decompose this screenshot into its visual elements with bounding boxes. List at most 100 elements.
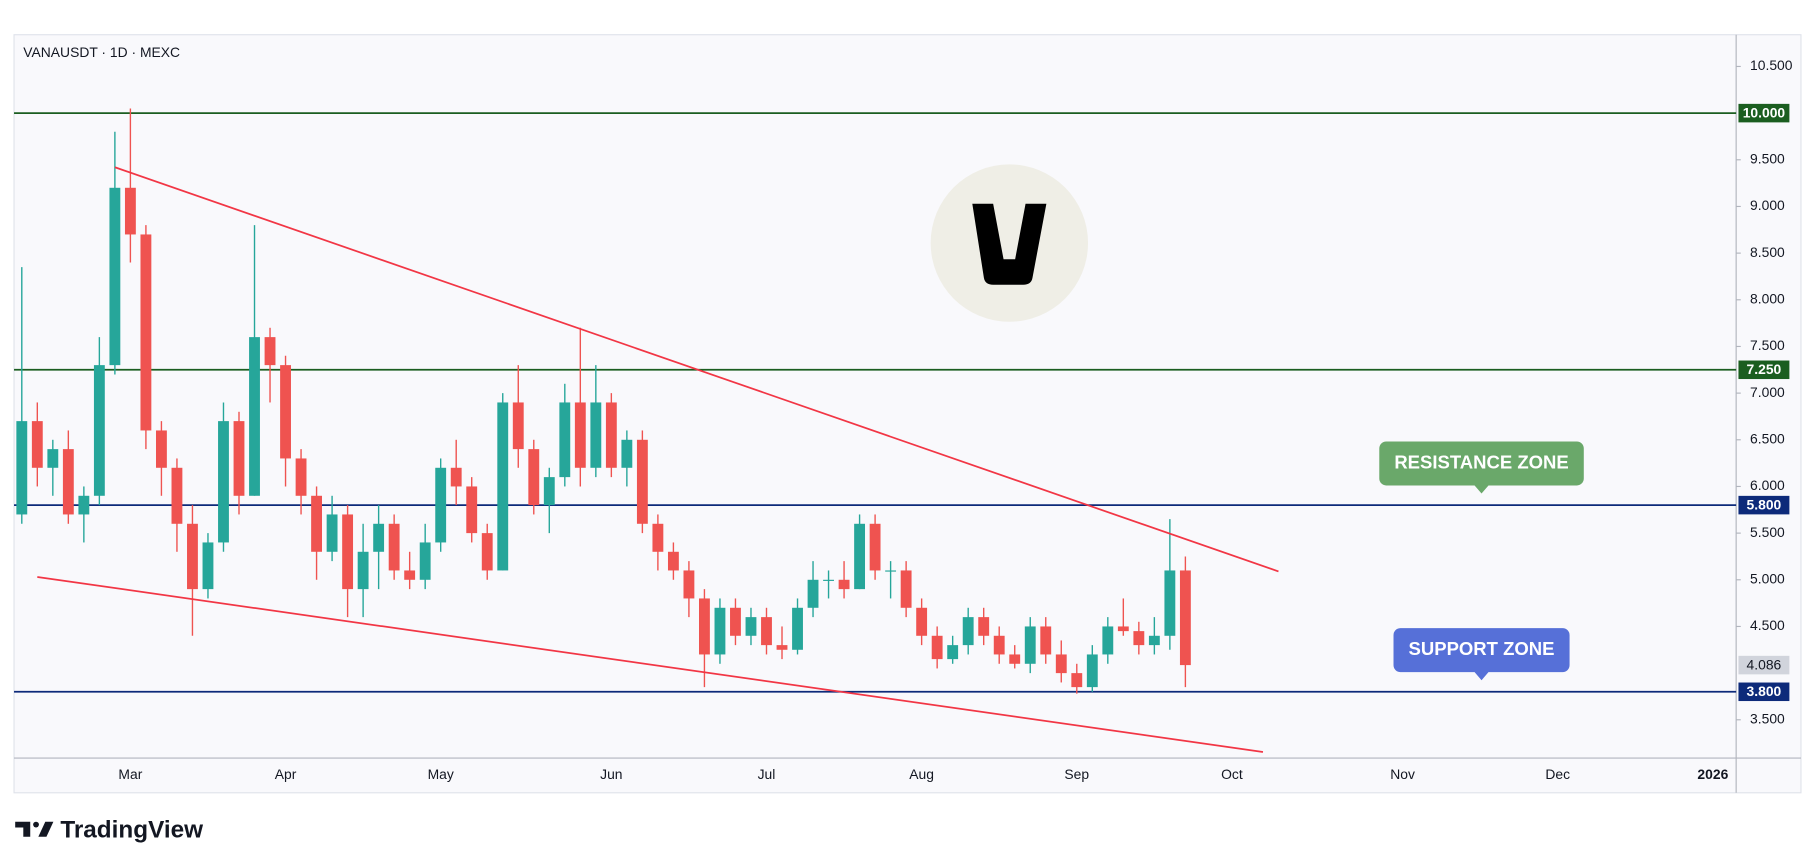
candle-body <box>342 514 354 590</box>
candle-body <box>605 402 617 468</box>
candle-body <box>1102 626 1114 655</box>
annotation-text: SUPPORT ZONE <box>1409 638 1555 659</box>
candle-body <box>124 187 136 235</box>
candle-body <box>574 402 586 468</box>
candle-body <box>1133 631 1145 646</box>
annotation-box <box>1393 628 1570 681</box>
y-tick-label: 8.000 <box>1750 290 1785 306</box>
candle-body <box>869 523 881 571</box>
level-label-box <box>1738 360 1790 380</box>
candle-body <box>636 439 648 524</box>
candle-body <box>435 467 447 543</box>
candle-body <box>93 365 105 496</box>
annotation: SUPPORT ZONE <box>1393 628 1570 681</box>
candle-body <box>187 523 198 590</box>
candle-body <box>823 579 834 581</box>
x-tick-label: Jul <box>758 766 776 782</box>
trendline <box>37 576 1264 753</box>
candle-body <box>497 402 509 571</box>
brand-name: TradingView <box>60 816 203 843</box>
candle-body <box>528 449 540 506</box>
candle-body <box>419 542 431 580</box>
coin-logo <box>930 164 1089 322</box>
y-tick-label: 4.500 <box>1750 617 1785 633</box>
x-tick-label: Jun <box>600 766 622 782</box>
candle-body <box>885 570 897 572</box>
candle-body <box>714 607 726 655</box>
candle-body <box>373 523 385 552</box>
level-label: 5.800 <box>1747 496 1782 512</box>
level-label: 7.250 <box>1747 361 1782 377</box>
y-tick-label: 6.000 <box>1750 477 1785 493</box>
annotation: RESISTANCE ZONE <box>1379 441 1584 494</box>
candle-body <box>916 607 928 636</box>
candle-body <box>1164 570 1176 636</box>
candle-body <box>295 458 307 496</box>
x-tick-label: May <box>428 766 454 782</box>
candle-body <box>357 551 369 590</box>
candle-body <box>699 598 710 655</box>
candle-body <box>78 495 90 515</box>
y-tick-label: 6.500 <box>1750 430 1785 446</box>
candle-body <box>776 645 788 650</box>
candle-body <box>1148 635 1160 646</box>
candle-body <box>264 337 276 366</box>
last-price-box <box>1738 655 1790 675</box>
level-label: 10.000 <box>1743 104 1786 120</box>
candle-body <box>1055 654 1067 674</box>
level-label-box <box>1738 103 1790 123</box>
trendline <box>114 166 1279 573</box>
y-tick-label: 7.500 <box>1750 337 1785 353</box>
candle-body <box>218 421 229 543</box>
candle-body <box>109 187 121 366</box>
candle-body <box>761 617 772 646</box>
level-label: 3.800 <box>1747 683 1782 699</box>
candle-body <box>62 449 74 515</box>
candle-body <box>47 449 59 468</box>
candle-body <box>249 337 260 496</box>
candle-body <box>730 607 741 636</box>
candle-body <box>854 523 866 590</box>
chart-title: VANAUSDT · 1D · MEXC <box>23 44 180 60</box>
level-label-box <box>1738 682 1790 702</box>
candle-body <box>233 421 245 496</box>
candle-body <box>962 617 974 646</box>
y-tick-label: 9.000 <box>1750 197 1785 213</box>
candle-body <box>559 402 571 478</box>
last-price-label: 4.086 <box>1747 656 1782 672</box>
candle-body <box>1040 626 1052 655</box>
candle-body <box>202 542 214 590</box>
candle-body <box>311 495 323 552</box>
candle-body <box>1086 654 1098 688</box>
y-tick-label: 8.500 <box>1750 244 1785 260</box>
candle-body <box>590 402 602 468</box>
candle-body <box>1117 626 1129 632</box>
candle-body <box>978 617 990 636</box>
candle-body <box>947 645 959 660</box>
candle-body <box>931 635 943 660</box>
x-tick-label: Oct <box>1221 766 1243 782</box>
annotation-box <box>1379 441 1584 494</box>
candle-body <box>31 421 43 468</box>
candle-body <box>466 486 478 534</box>
candle-body <box>900 570 912 608</box>
candle-body <box>481 533 493 571</box>
candle-body <box>652 523 664 552</box>
candle-body <box>838 579 850 590</box>
candle-body <box>1179 570 1191 666</box>
level-label-box <box>1738 495 1790 515</box>
candle-body <box>140 234 152 431</box>
y-tick-label: 5.500 <box>1750 524 1785 540</box>
y-tick-label: 10.500 <box>1750 57 1793 73</box>
candle-body <box>404 570 416 580</box>
candle-body <box>16 421 28 515</box>
annotation-text: RESISTANCE ZONE <box>1394 451 1568 472</box>
candle-body <box>1009 654 1021 664</box>
x-tick-label: Dec <box>1545 766 1570 782</box>
candle-body <box>1071 673 1083 688</box>
y-tick-label: 3.500 <box>1750 710 1785 726</box>
x-tick-label: Apr <box>275 766 297 782</box>
candle-body <box>667 551 679 571</box>
